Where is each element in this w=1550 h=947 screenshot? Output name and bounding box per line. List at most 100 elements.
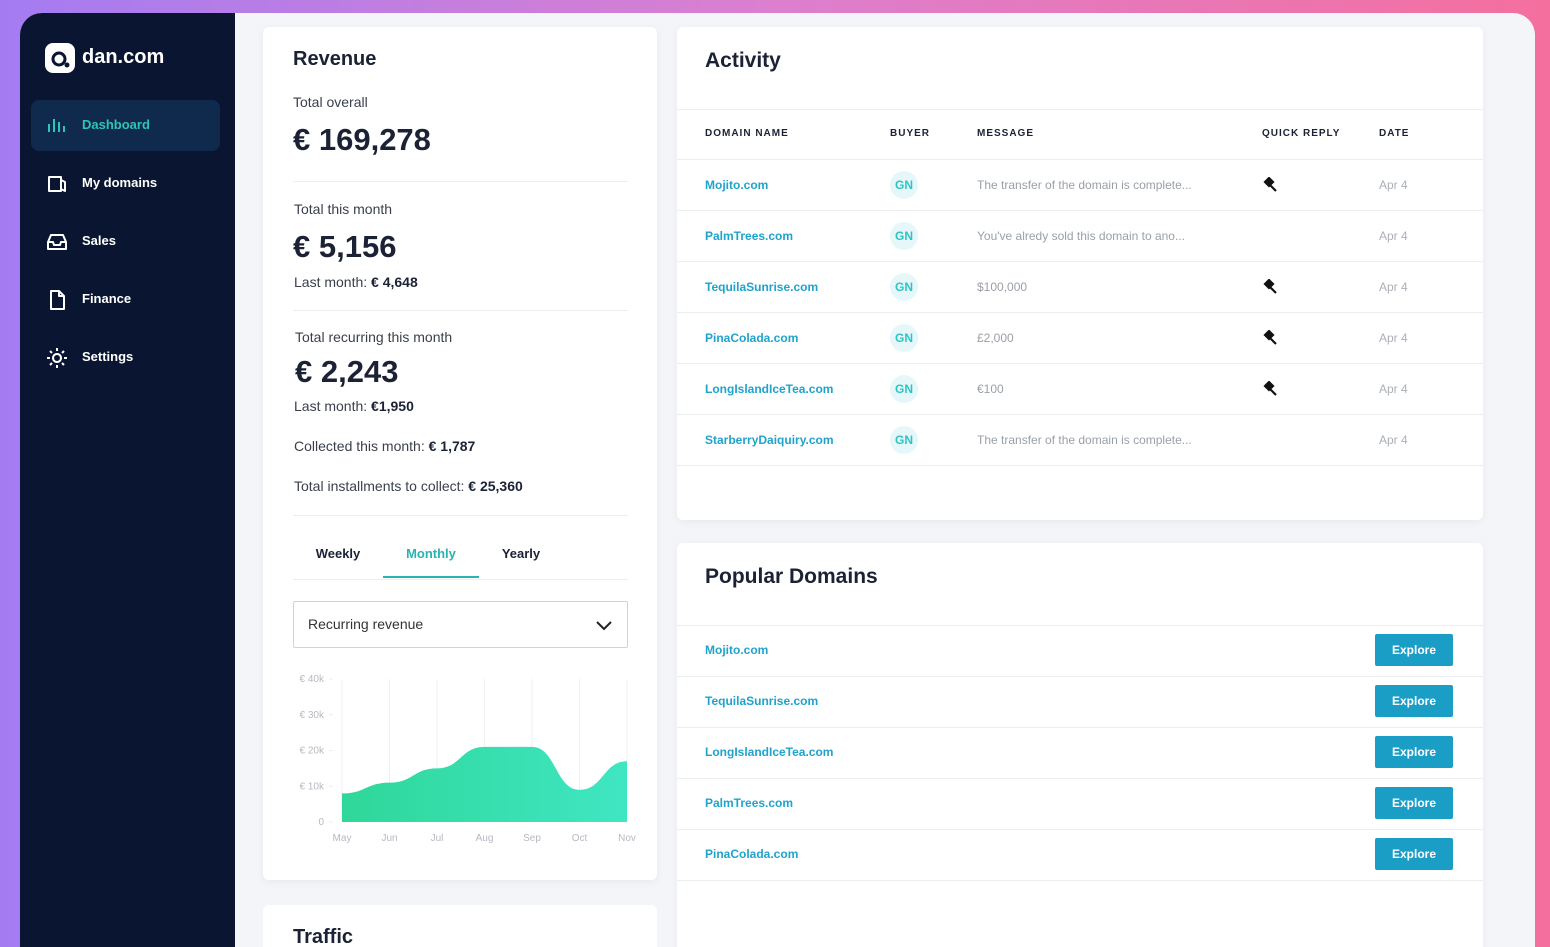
date: Apr 4 — [1379, 432, 1408, 447]
explore-button[interactable]: Explore — [1375, 634, 1453, 666]
button-label: Explore — [1391, 796, 1436, 810]
y-tick-label: € 20k — [300, 746, 325, 757]
buyer-avatar — [890, 375, 918, 403]
explore-button[interactable]: Explore — [1375, 787, 1453, 819]
dropdown[interactable]: Recurring revenue — [293, 601, 628, 648]
divider — [677, 880, 1483, 881]
domain-link[interactable]: LongIslandIceTea.com — [705, 381, 834, 396]
date: Apr 4 — [1379, 279, 1408, 294]
buyer-avatar — [890, 324, 918, 352]
quick-reply-icon[interactable] — [1262, 330, 1278, 346]
quick-reply-icon[interactable] — [1262, 279, 1278, 295]
nav-item[interactable]: Sales — [31, 216, 220, 267]
nav-icon-path — [47, 348, 67, 368]
nav-icon-path — [48, 119, 65, 132]
y-tick-label: € 10k — [300, 781, 325, 792]
buyer-initials: GN — [895, 432, 913, 447]
domain-link[interactable]: LongIslandIceTea.com — [705, 744, 834, 759]
divider — [293, 310, 628, 311]
label: Total recurring this month — [295, 328, 453, 345]
info-line: Total installments to collect: € 25,360 — [294, 478, 523, 495]
column-header: BUYER — [890, 128, 931, 139]
tab-underline — [383, 576, 479, 578]
info-value: € 4,648 — [371, 273, 418, 290]
tab[interactable]: Monthly — [406, 546, 456, 562]
quick-reply-icon[interactable] — [1262, 381, 1278, 397]
column-header: DOMAIN NAME — [705, 128, 789, 139]
date: Apr 4 — [1379, 381, 1408, 396]
buyer-avatar — [890, 426, 918, 454]
nav-icon-path — [48, 176, 66, 192]
x-tick-label: May — [333, 833, 352, 844]
nav-icon — [47, 234, 67, 250]
domain-link[interactable]: Mojito.com — [705, 642, 769, 657]
button-label: Explore — [1391, 847, 1436, 861]
domain-link[interactable]: PinaColada.com — [705, 330, 799, 345]
buyer-initials: GN — [895, 177, 913, 192]
quick-reply-icon[interactable] — [1262, 177, 1278, 193]
message: The transfer of the domain is complete..… — [977, 177, 1192, 192]
hammer — [1263, 177, 1277, 192]
divider — [677, 676, 1483, 677]
x-tick-label: Aug — [476, 833, 494, 844]
nav-item[interactable]: Dashboard — [31, 100, 220, 151]
domain-link[interactable]: PinaColada.com — [705, 846, 799, 861]
tab[interactable]: Yearly — [501, 546, 541, 562]
x-tick-label: Jun — [381, 833, 397, 844]
hammer — [1263, 279, 1277, 294]
chevron — [596, 621, 612, 631]
explore-button[interactable]: Explore — [1375, 736, 1453, 768]
x-tick-label: Jul — [431, 833, 444, 844]
domain-link[interactable]: StarberryDaiquiry.com — [705, 432, 834, 447]
big-number: € 2,243 — [295, 354, 399, 390]
domain-link[interactable]: PalmTrees.com — [705, 795, 794, 810]
nav-icon-path — [47, 234, 67, 250]
info-line: Last month: € 4,648 — [294, 274, 418, 291]
revenue-title: Revenue — [293, 48, 377, 70]
hammer — [1263, 330, 1277, 345]
domain-link[interactable]: PalmTrees.com — [705, 228, 794, 243]
divider — [677, 465, 1483, 466]
divider — [677, 414, 1483, 415]
info-label: Collected this month: — [294, 437, 425, 454]
popular-title: Popular Domains — [705, 565, 878, 589]
area — [342, 746, 627, 822]
label: Total overall — [293, 93, 368, 110]
hammer — [1263, 381, 1277, 396]
tab[interactable]: Weekly — [315, 546, 361, 562]
column-header: DATE — [1379, 128, 1410, 139]
nav-item[interactable]: My domains — [31, 158, 220, 209]
explore-button[interactable]: Explore — [1375, 685, 1453, 717]
nav-icon — [48, 119, 65, 132]
divider — [677, 210, 1483, 211]
domain-link[interactable]: TequilaSunrise.com — [705, 279, 819, 294]
nav-label: Finance — [82, 291, 132, 306]
logo-glyph — [51, 51, 70, 68]
logo-ring — [51, 51, 67, 67]
message: $100,000 — [977, 279, 1028, 294]
activity-title: Activity — [705, 49, 781, 73]
divider — [293, 181, 628, 182]
divider — [677, 727, 1483, 728]
divider — [677, 778, 1483, 779]
buyer-initials: GN — [895, 279, 913, 294]
nav-item[interactable]: Finance — [31, 274, 220, 325]
revenue-card — [263, 27, 657, 880]
button-label: Explore — [1391, 745, 1436, 759]
nav-item[interactable]: Settings — [31, 332, 220, 383]
divider — [677, 829, 1483, 830]
buyer-avatar — [890, 171, 918, 199]
buyer-avatar — [890, 222, 918, 250]
date: Apr 4 — [1379, 177, 1408, 192]
explore-button[interactable]: Explore — [1375, 838, 1453, 870]
info-value: €1,950 — [371, 397, 414, 414]
logo-icon — [45, 43, 75, 73]
traffic-card — [263, 905, 657, 947]
date: Apr 4 — [1379, 330, 1408, 345]
big-number: € 5,156 — [293, 229, 397, 265]
dropdown-text: Recurring revenue — [308, 616, 424, 632]
message: £2,000 — [977, 330, 1014, 345]
button-label: Explore — [1391, 643, 1436, 657]
domain-link[interactable]: TequilaSunrise.com — [705, 693, 819, 708]
domain-link[interactable]: Mojito.com — [705, 177, 769, 192]
